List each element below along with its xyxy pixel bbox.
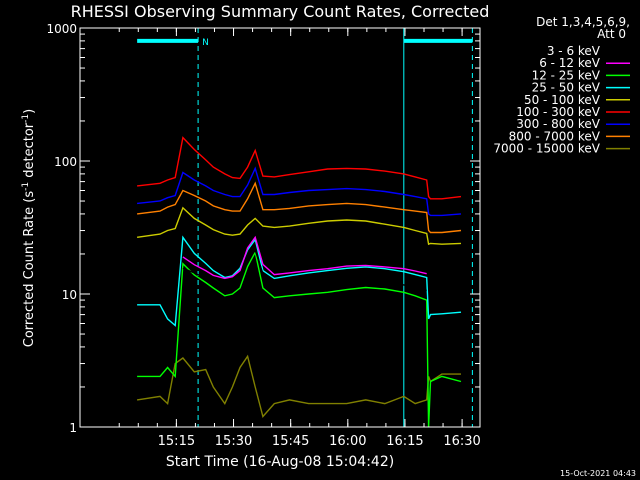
y-label-exp2: -1 — [21, 114, 31, 123]
x-tick-label: 15:30 — [215, 434, 252, 449]
legend-label: 50 - 100 keV — [524, 93, 601, 107]
series-line — [137, 206, 462, 246]
series-layer — [136, 136, 462, 428]
x-tick-label: 15:15 — [158, 434, 195, 449]
y-label-exp1: -1 — [21, 182, 31, 191]
y-label-prefix: Corrected Count Rate (s — [22, 191, 37, 348]
series-line — [137, 136, 462, 200]
attenuator-bars: N — [137, 38, 473, 48]
legend-header-line2: Att 0 — [597, 27, 626, 41]
legend-label: 3 - 6 keV — [547, 44, 601, 58]
legend-header-line1: Det 1,3,4,5,6,9, — [536, 15, 630, 29]
y-tick-label: 100 — [54, 155, 77, 169]
y-label-suffix: ) — [22, 109, 37, 114]
x-tick-label: 16:30 — [443, 434, 480, 449]
series-line — [182, 248, 427, 292]
x-axis-ticks: 15:15 15:30 15:45 16:00 16:15 16:30 — [118, 28, 481, 449]
chart-title: RHESSI Observing Summary Count Rates, Co… — [71, 2, 490, 21]
x-tick-label: 16:15 — [386, 434, 423, 449]
legend-label: 100 - 300 keV — [516, 105, 600, 119]
series-line — [137, 181, 462, 234]
plot-frame — [79, 27, 481, 428]
legend-label: 25 - 50 keV — [532, 81, 601, 95]
y-tick-label: 1 — [69, 421, 77, 435]
series-line — [137, 166, 462, 217]
legend-label: 7000 - 15000 keV — [493, 142, 600, 156]
legend-label: 12 - 25 keV — [532, 68, 601, 82]
y-axis-label: Corrected Count Rate (s-1 detector-1) — [21, 109, 37, 347]
attenuator-bar-label: N — [202, 38, 209, 48]
y-tick-label: 10 — [62, 288, 77, 302]
y-axis-ticks: 1 10 100 1000 — [46, 22, 480, 435]
footer-timestamp: 15-Oct-2021 04:43 — [560, 469, 636, 478]
x-tick-label: 16:00 — [329, 434, 366, 449]
series-line — [136, 354, 461, 418]
x-tick-label: 15:45 — [272, 434, 309, 449]
legend-label: 6 - 12 keV — [539, 56, 601, 70]
series-line — [137, 235, 462, 327]
x-axis-label: Start Time (16-Aug-08 15:04:42) — [166, 454, 394, 470]
series-line — [137, 250, 462, 428]
legend-label: 800 - 7000 keV — [509, 129, 601, 143]
y-tick-label: 1000 — [46, 22, 77, 36]
legend-label: 300 - 800 keV — [516, 117, 600, 131]
series-line — [182, 235, 427, 280]
y-label-mid: detector — [22, 122, 37, 182]
